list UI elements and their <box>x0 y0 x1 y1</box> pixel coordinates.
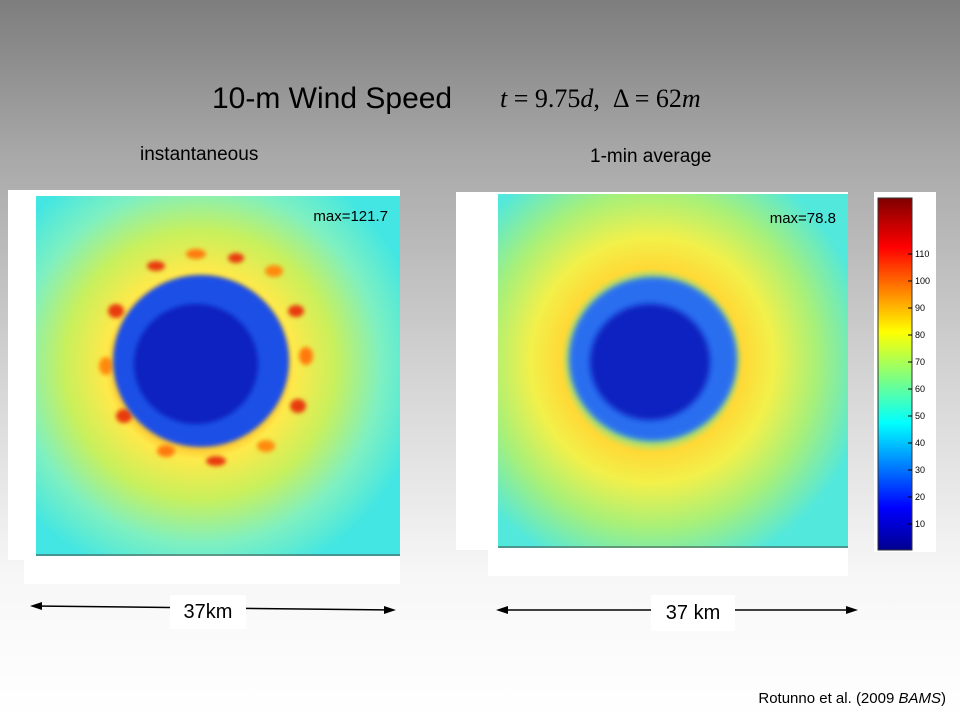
delta-value: 62 <box>655 84 682 113</box>
colorbar-tick-label: 80 <box>915 330 925 340</box>
parameter-formula: t = 9.75d, Δ = 62m <box>500 84 701 113</box>
time-value: 9.75 <box>534 84 581 113</box>
colorbar-tick-label: 60 <box>915 384 925 394</box>
citation-close: ) <box>941 690 946 707</box>
instantaneous-panel: max=121.7 <box>8 190 400 560</box>
instantaneous-panel-base <box>24 560 400 584</box>
average-subtitle: 1-min average <box>590 146 712 167</box>
colorbar-tick-label: 30 <box>915 465 925 475</box>
delta-symbol: Δ <box>612 84 629 113</box>
formula-separator: , <box>593 84 600 113</box>
colorbar-tick-label: 110 <box>915 249 929 259</box>
colorbar-tick-label: 50 <box>915 411 925 421</box>
colorbar: 10 20 30 40 50 60 70 80 90 100 110 <box>877 197 930 551</box>
colorbar-tick-label: 20 <box>915 492 925 502</box>
citation-text: Rotunno et al. (2009 <box>758 690 899 707</box>
colorbar-tick-label: 70 <box>915 357 925 367</box>
delta-unit: m <box>681 84 701 113</box>
slide-title: 10-m Wind Speed <box>212 82 453 115</box>
average-max-label: max=78.8 <box>769 210 836 227</box>
instantaneous-scale-label: 37km <box>170 595 246 629</box>
average-wind-field <box>498 194 848 548</box>
instantaneous-wind-field <box>36 196 400 556</box>
instantaneous-subtitle: instantaneous <box>140 144 259 165</box>
average-panel: max=78.8 <box>456 192 848 550</box>
eyewall-streaks <box>99 249 313 466</box>
time-unit: d <box>580 84 594 113</box>
colorbar-tick-label: 100 <box>915 276 930 286</box>
instantaneous-max-label: max=121.7 <box>313 208 388 225</box>
colorbar-tick-label: 90 <box>915 303 925 313</box>
colorbar-tick-label: 40 <box>915 438 925 448</box>
average-panel-base <box>488 550 848 576</box>
time-symbol: t <box>500 84 508 113</box>
citation: Rotunno et al. (2009 BAMS) <box>758 690 946 707</box>
colorbar-tick-label: 10 <box>915 519 925 529</box>
colorbar-panel: 10 20 30 40 50 60 70 80 90 100 110 <box>874 192 936 552</box>
citation-journal: BAMS <box>898 690 941 707</box>
average-scale-label: 37 km <box>651 595 735 631</box>
